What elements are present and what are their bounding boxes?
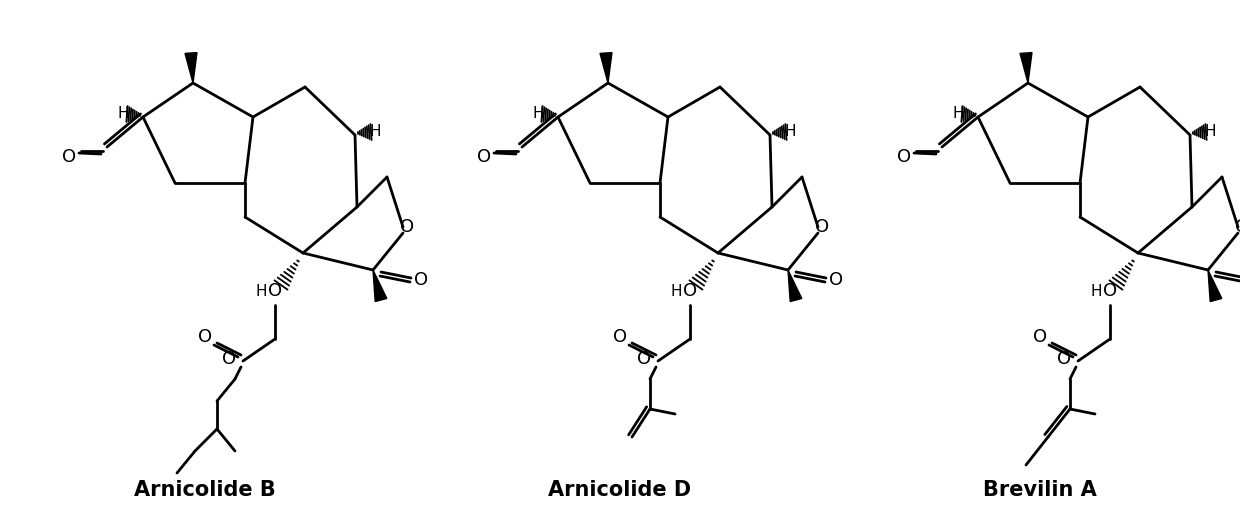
Text: O: O [1056, 350, 1071, 368]
Text: O: O [1033, 328, 1047, 346]
Text: O: O [1102, 282, 1117, 300]
Text: O: O [637, 350, 651, 368]
Text: O: O [1235, 218, 1240, 236]
Text: O: O [613, 328, 627, 346]
Text: H: H [370, 123, 381, 139]
Text: O: O [268, 282, 281, 300]
Polygon shape [787, 270, 802, 302]
Text: O: O [198, 328, 212, 346]
Text: Arnicolide B: Arnicolide B [134, 480, 275, 500]
Polygon shape [1021, 53, 1032, 83]
Text: O: O [414, 271, 428, 289]
Text: O: O [222, 350, 236, 368]
Text: O: O [477, 148, 491, 166]
Text: Arnicolide D: Arnicolide D [548, 480, 692, 500]
Text: H: H [952, 105, 963, 120]
Text: O: O [815, 218, 830, 236]
Text: H: H [255, 283, 267, 299]
Text: H: H [1090, 283, 1102, 299]
Text: O: O [683, 282, 697, 300]
Polygon shape [1208, 270, 1221, 302]
Text: H: H [1204, 123, 1215, 139]
Polygon shape [373, 270, 387, 302]
Text: H: H [118, 105, 129, 120]
Text: H: H [671, 283, 682, 299]
Text: O: O [62, 148, 76, 166]
Text: O: O [897, 148, 911, 166]
Text: Brevilin A: Brevilin A [983, 480, 1097, 500]
Text: H: H [532, 105, 544, 120]
Polygon shape [185, 53, 197, 83]
Text: O: O [828, 271, 843, 289]
Text: O: O [401, 218, 414, 236]
Polygon shape [600, 53, 613, 83]
Text: H: H [784, 123, 796, 139]
